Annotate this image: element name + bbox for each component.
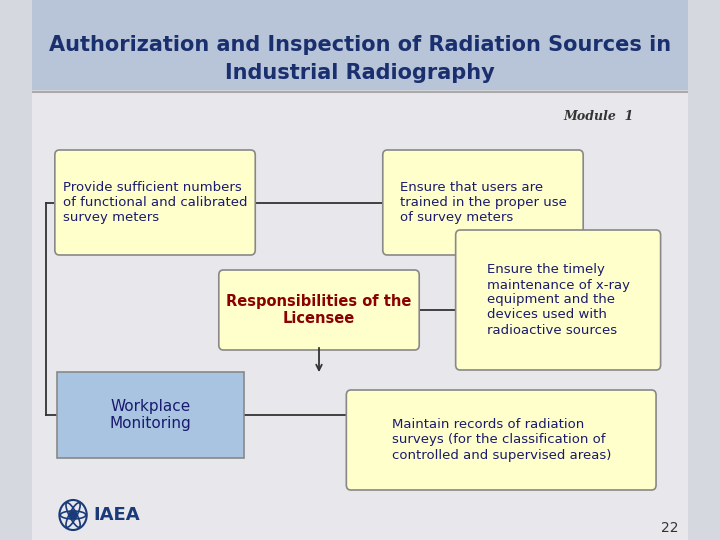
Text: Maintain records of radiation
surveys (for the classification of
controlled and : Maintain records of radiation surveys (f… xyxy=(392,418,611,462)
Text: Ensure the timely
maintenance of x-ray
equipment and the
devices used with
radio: Ensure the timely maintenance of x-ray e… xyxy=(487,264,629,336)
Text: Module  1: Module 1 xyxy=(563,110,634,123)
Text: Ensure that users are
trained in the proper use
of survey meters: Ensure that users are trained in the pro… xyxy=(400,181,567,224)
FancyBboxPatch shape xyxy=(32,0,688,90)
FancyBboxPatch shape xyxy=(346,390,656,490)
Text: 22: 22 xyxy=(662,521,679,535)
Text: Responsibilities of the
Licensee: Responsibilities of the Licensee xyxy=(226,294,412,326)
FancyBboxPatch shape xyxy=(55,150,256,255)
FancyBboxPatch shape xyxy=(32,92,688,540)
Text: IAEA: IAEA xyxy=(93,506,140,524)
FancyBboxPatch shape xyxy=(383,150,583,255)
FancyBboxPatch shape xyxy=(57,372,244,458)
Text: Authorization and Inspection of Radiation Sources in: Authorization and Inspection of Radiatio… xyxy=(49,35,671,55)
Text: Industrial Radiography: Industrial Radiography xyxy=(225,63,495,83)
Text: Provide sufficient numbers
of functional and calibrated
survey meters: Provide sufficient numbers of functional… xyxy=(63,181,247,224)
Text: Workplace
Monitoring: Workplace Monitoring xyxy=(109,399,192,431)
FancyBboxPatch shape xyxy=(456,230,661,370)
FancyBboxPatch shape xyxy=(219,270,419,350)
Circle shape xyxy=(69,511,77,519)
